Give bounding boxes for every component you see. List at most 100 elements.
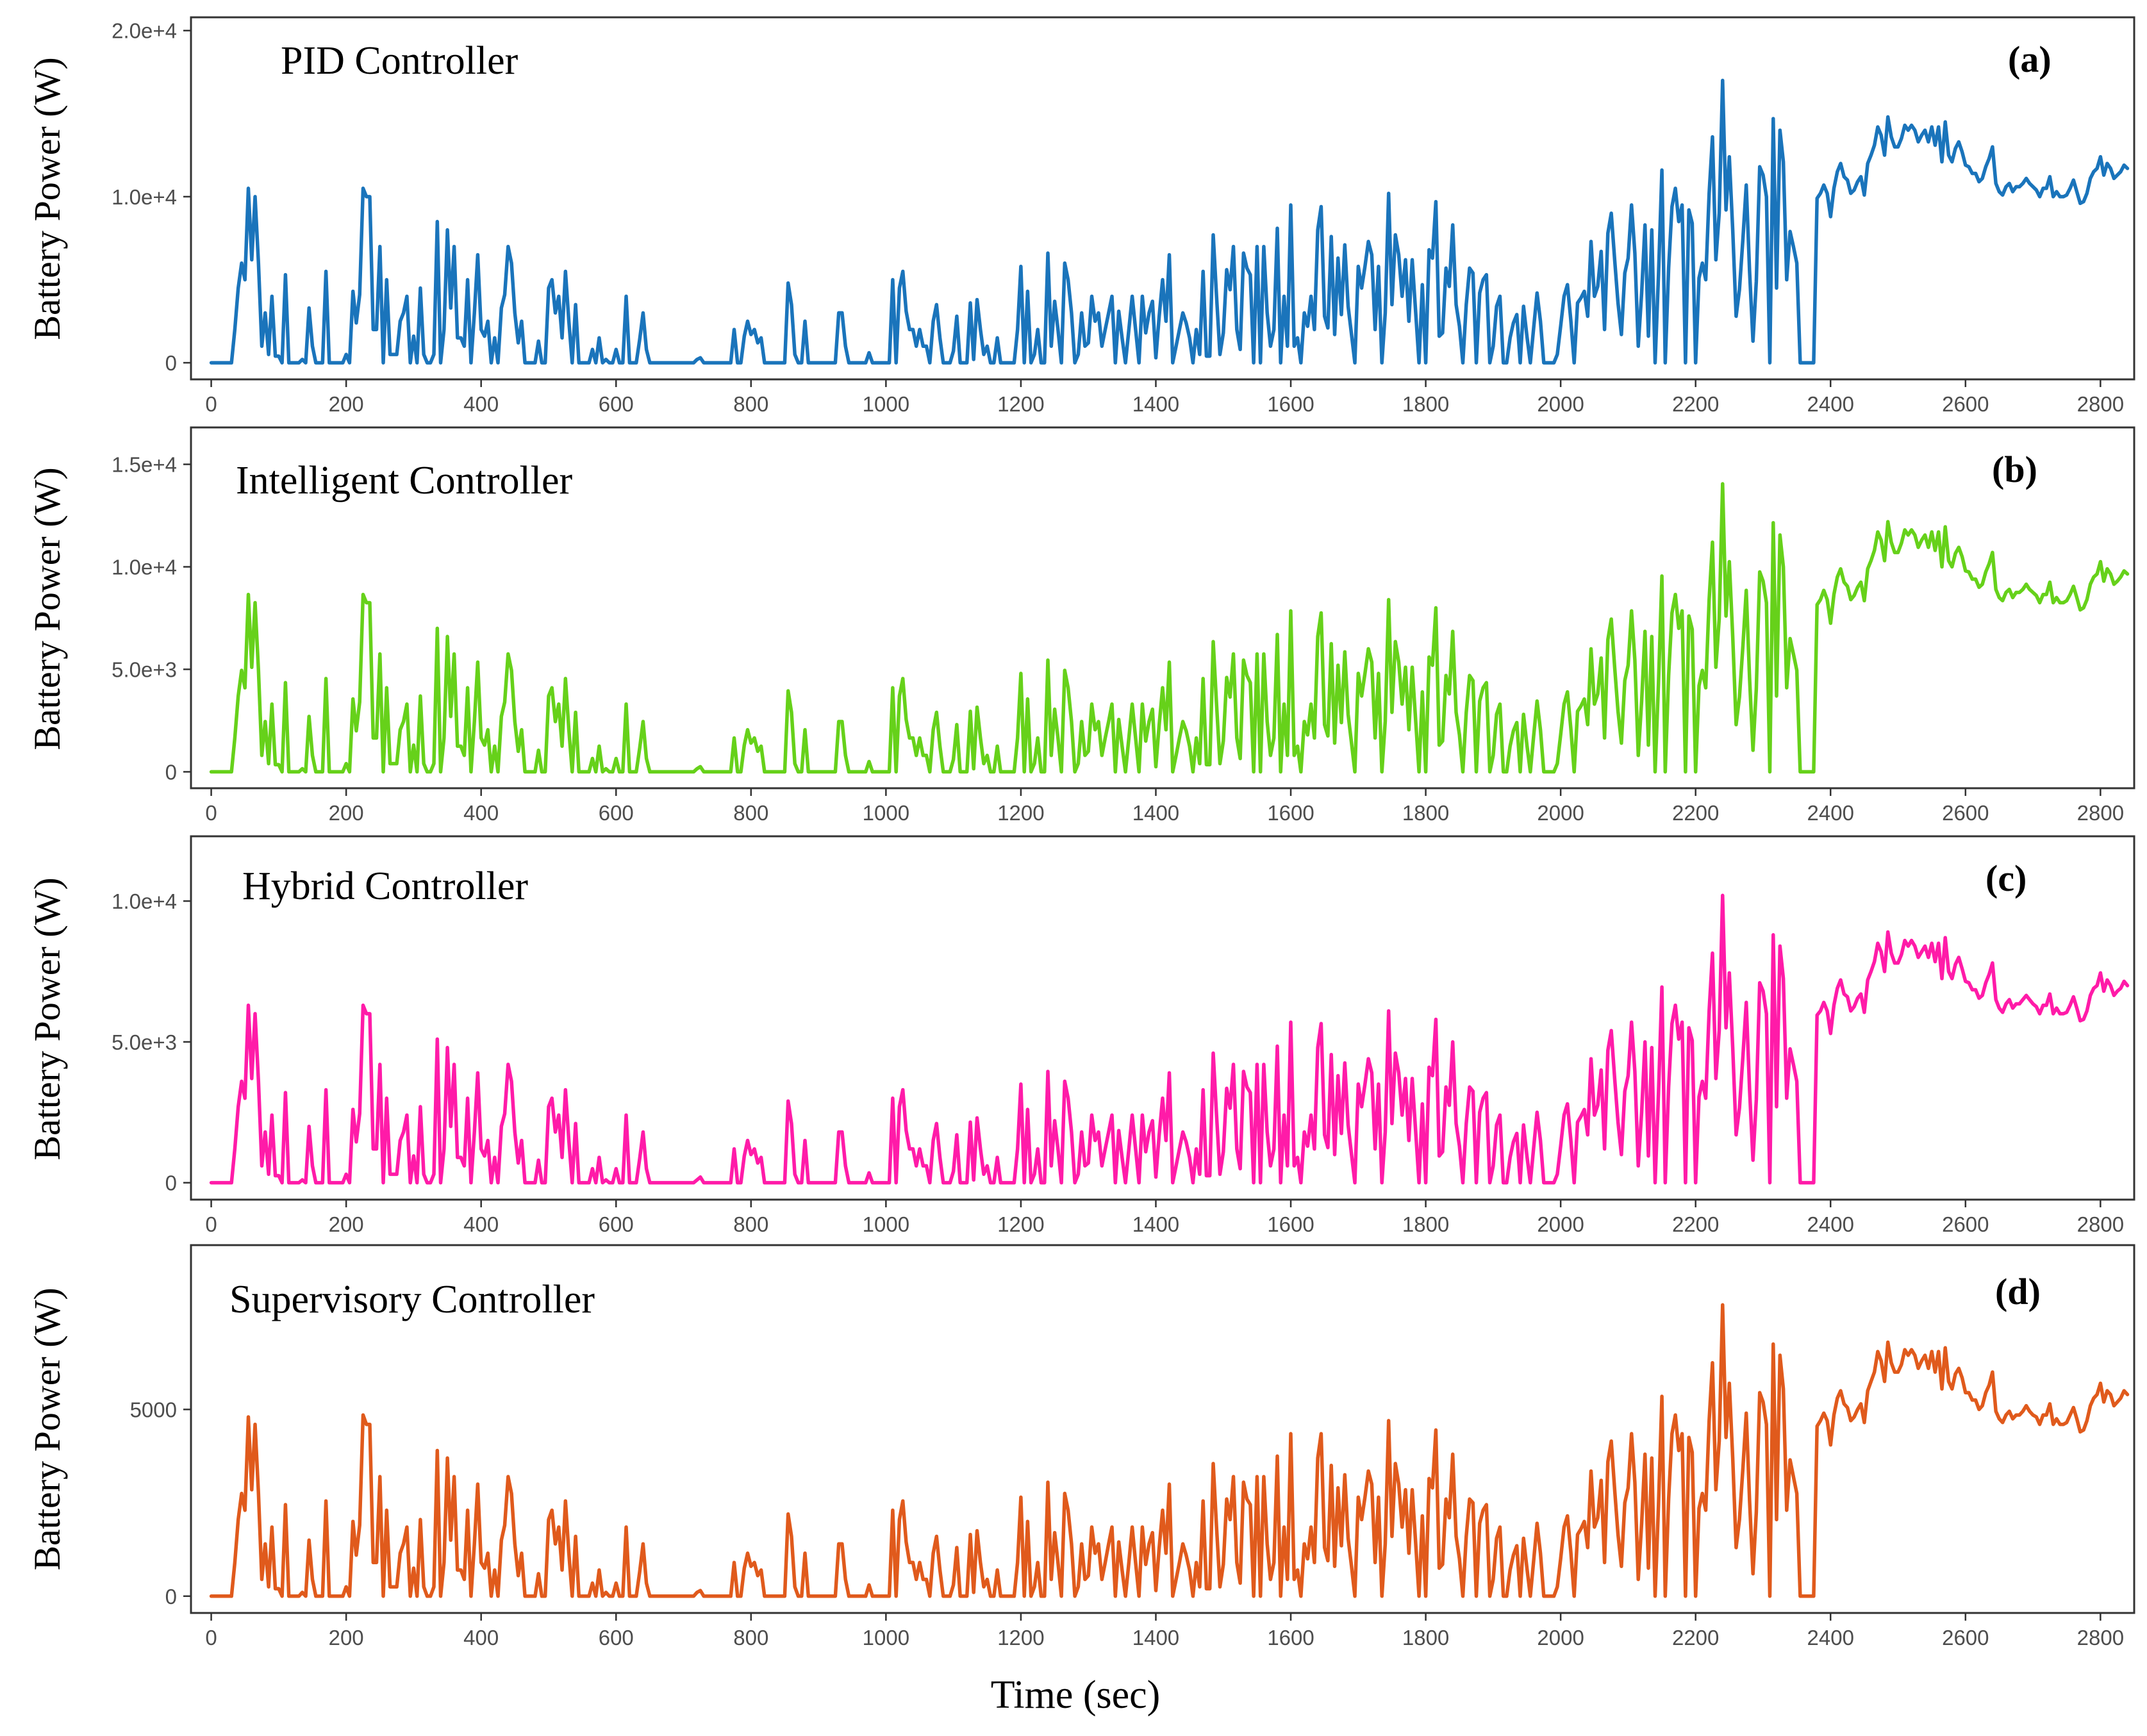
panel-b-xticks: 0 200 400 600 800 1000 1200 1400 1600 1800 2000 220… [205, 788, 2124, 825]
panel-c-xtick-label: 2000 [1537, 1212, 1584, 1236]
panel-c-xtick-label: 1200 [997, 1212, 1044, 1236]
panel-b-xtick-label: 1200 [997, 801, 1044, 825]
panel-a-xtick-label: 1400 [1132, 392, 1179, 416]
panel-c-xtick-label: 200 [329, 1212, 364, 1236]
panel-c-ytick-label: 5.0e+3 [112, 1030, 177, 1054]
panel-c-yticks: 0 5.0e+3 1.0e+4 [112, 889, 191, 1195]
panel-c-xtick-label: 2200 [1672, 1212, 1719, 1236]
panel-a-xtick-label: 1800 [1402, 392, 1449, 416]
panel-c-xtick-label: 1000 [863, 1212, 909, 1236]
panel-b-yticks: 0 5.0e+3 1.0e+4 1.5e+4 [112, 453, 191, 784]
panel-a-xtick-label: 2400 [1807, 392, 1854, 416]
panel-b-ytick-label: 5.0e+3 [112, 657, 177, 681]
panel-c-ytick-label: 1.0e+4 [112, 889, 177, 913]
panel-a-series [209, 78, 2130, 365]
panel-d-label: (d) [1995, 1271, 2041, 1312]
panel-a-xtick-label: 2600 [1942, 392, 1989, 416]
panel-c-ylabel: Battery Power (W) [26, 877, 68, 1160]
panel-c-xtick-label: 1400 [1132, 1212, 1179, 1236]
panel-d-xtick-label: 1800 [1402, 1626, 1449, 1649]
panel-d-xticks: 0 200 400 600 800 1000 1200 1400 1600 1800 2000 220… [205, 1613, 2124, 1649]
panel-b-xtick-label: 1400 [1132, 801, 1179, 825]
panel-a-label: (a) [2008, 38, 2052, 80]
panel-a-xtick-label: 2200 [1672, 392, 1719, 416]
panel-b-xtick-label: 2600 [1942, 801, 1989, 825]
panel-d-ytick-label: 5000 [130, 1398, 177, 1421]
panel-c-xtick-label: 0 [205, 1212, 217, 1236]
panel-d-xtick-label: 2800 [2077, 1626, 2124, 1649]
panel-a-xtick-label: 1200 [997, 392, 1044, 416]
panel-a-xtick-label: 800 [733, 392, 768, 416]
panel-a-ytick-label: 0 [165, 351, 177, 375]
panel-d-xtick-label: 2000 [1537, 1626, 1584, 1649]
panel-a-title: PID Controller [281, 39, 518, 83]
panel-d-xtick-label: 1000 [863, 1626, 909, 1649]
panel-a-ylabel: Battery Power (W) [26, 57, 68, 340]
panel-b-ylabel: Battery Power (W) [26, 467, 68, 750]
panel-d: 0 200 400 600 800 1000 1200 1400 1600 1800 2000 220… [26, 1244, 2135, 1649]
panel-b-xtick-label: 1600 [1267, 801, 1314, 825]
panel-a-xtick-label: 1000 [863, 392, 909, 416]
panel-a-xtick-label: 400 [463, 392, 499, 416]
panel-c-xtick-label: 400 [463, 1212, 499, 1236]
panel-b-xtick-label: 0 [205, 801, 217, 825]
panel-d-xtick-label: 2600 [1942, 1626, 1989, 1649]
panel-b-xtick-label: 200 [329, 801, 364, 825]
panel-d-xtick-label: 800 [733, 1626, 768, 1649]
panel-d-xtick-label: 1400 [1132, 1626, 1179, 1649]
panel-b-title: Intelligent Controller [236, 459, 573, 502]
panel-a-xtick-label: 2800 [2077, 392, 2124, 416]
panel-b-battery-power-line [209, 482, 2130, 774]
panel-b-xtick-label: 400 [463, 801, 499, 825]
panel-c-title: Hybrid Controller [242, 864, 528, 908]
panel-c: 0 200 400 600 800 1000 1200 1400 1600 1800 2000 220… [26, 835, 2135, 1236]
panel-a-battery-power-line [209, 78, 2130, 365]
panel-a-xtick-label: 2000 [1537, 392, 1584, 416]
panel-d-xtick-label: 400 [463, 1626, 499, 1649]
panel-c-xtick-label: 800 [733, 1212, 768, 1236]
panel-d-xtick-label: 1600 [1267, 1626, 1314, 1649]
panel-d-series [209, 1303, 2130, 1598]
panel-a-xtick-label: 1600 [1267, 392, 1314, 416]
panel-c-xtick-label: 600 [599, 1212, 634, 1236]
panel-c-xtick-label: 1800 [1402, 1212, 1449, 1236]
panel-b-xtick-label: 2000 [1537, 801, 1584, 825]
panel-c-battery-power-line [209, 893, 2130, 1185]
panel-d-yticks: 0 5000 [130, 1398, 191, 1608]
panel-b-xtick-label: 1800 [1402, 801, 1449, 825]
panel-c-xticks: 0 200 400 600 800 1000 1200 1400 1600 1800 2000 220… [205, 1200, 2124, 1236]
panel-b-xtick-label: 2200 [1672, 801, 1719, 825]
panel-b: 0 200 400 600 800 1000 1200 1400 1600 1800 2000 220… [26, 426, 2135, 825]
panel-d-xtick-label: 1200 [997, 1626, 1044, 1649]
panel-d-xtick-label: 200 [329, 1626, 364, 1649]
panel-d-xtick-label: 2400 [1807, 1626, 1854, 1649]
panel-b-xtick-label: 800 [733, 801, 768, 825]
panel-b-xtick-label: 2400 [1807, 801, 1854, 825]
panel-a-xtick-label: 0 [205, 392, 217, 416]
panel-a-ytick-label: 1.0e+4 [112, 185, 177, 209]
panel-b-label: (b) [1992, 449, 2037, 490]
panel-b-xtick-label: 2800 [2077, 801, 2124, 825]
panel-b-series [209, 482, 2130, 774]
panel-b-xtick-label: 1000 [863, 801, 909, 825]
panel-a-xtick-label: 200 [329, 392, 364, 416]
panel-c-series [209, 893, 2130, 1185]
panel-a-ytick-label: 2.0e+4 [112, 19, 177, 43]
panel-c-label: (c) [1985, 857, 2027, 899]
panel-c-xtick-label: 2800 [2077, 1212, 2124, 1236]
panel-a: 0 200 400 600 800 1000 1200 1400 1600 1800 2000 220… [26, 16, 2135, 416]
panel-c-xtick-label: 1600 [1267, 1212, 1314, 1236]
panel-a-xticks: 0 200 400 600 800 1000 1200 1400 1600 1800 2000 220… [205, 379, 2124, 416]
panel-b-ytick-label: 1.0e+4 [112, 556, 177, 579]
panel-b-ytick-label: 0 [165, 760, 177, 784]
panel-d-xtick-label: 2200 [1672, 1626, 1719, 1649]
panel-d-ytick-label: 0 [165, 1585, 177, 1608]
panel-b-xtick-label: 600 [599, 801, 634, 825]
panel-d-battery-power-line [209, 1303, 2130, 1598]
panel-c-ytick-label: 0 [165, 1171, 177, 1195]
panel-d-xtick-label: 0 [205, 1626, 217, 1649]
panel-d-xtick-label: 600 [599, 1626, 634, 1649]
panel-a-yticks: 0 1.0e+4 2.0e+4 [112, 19, 191, 375]
panel-d-ylabel: Battery Power (W) [26, 1287, 68, 1570]
